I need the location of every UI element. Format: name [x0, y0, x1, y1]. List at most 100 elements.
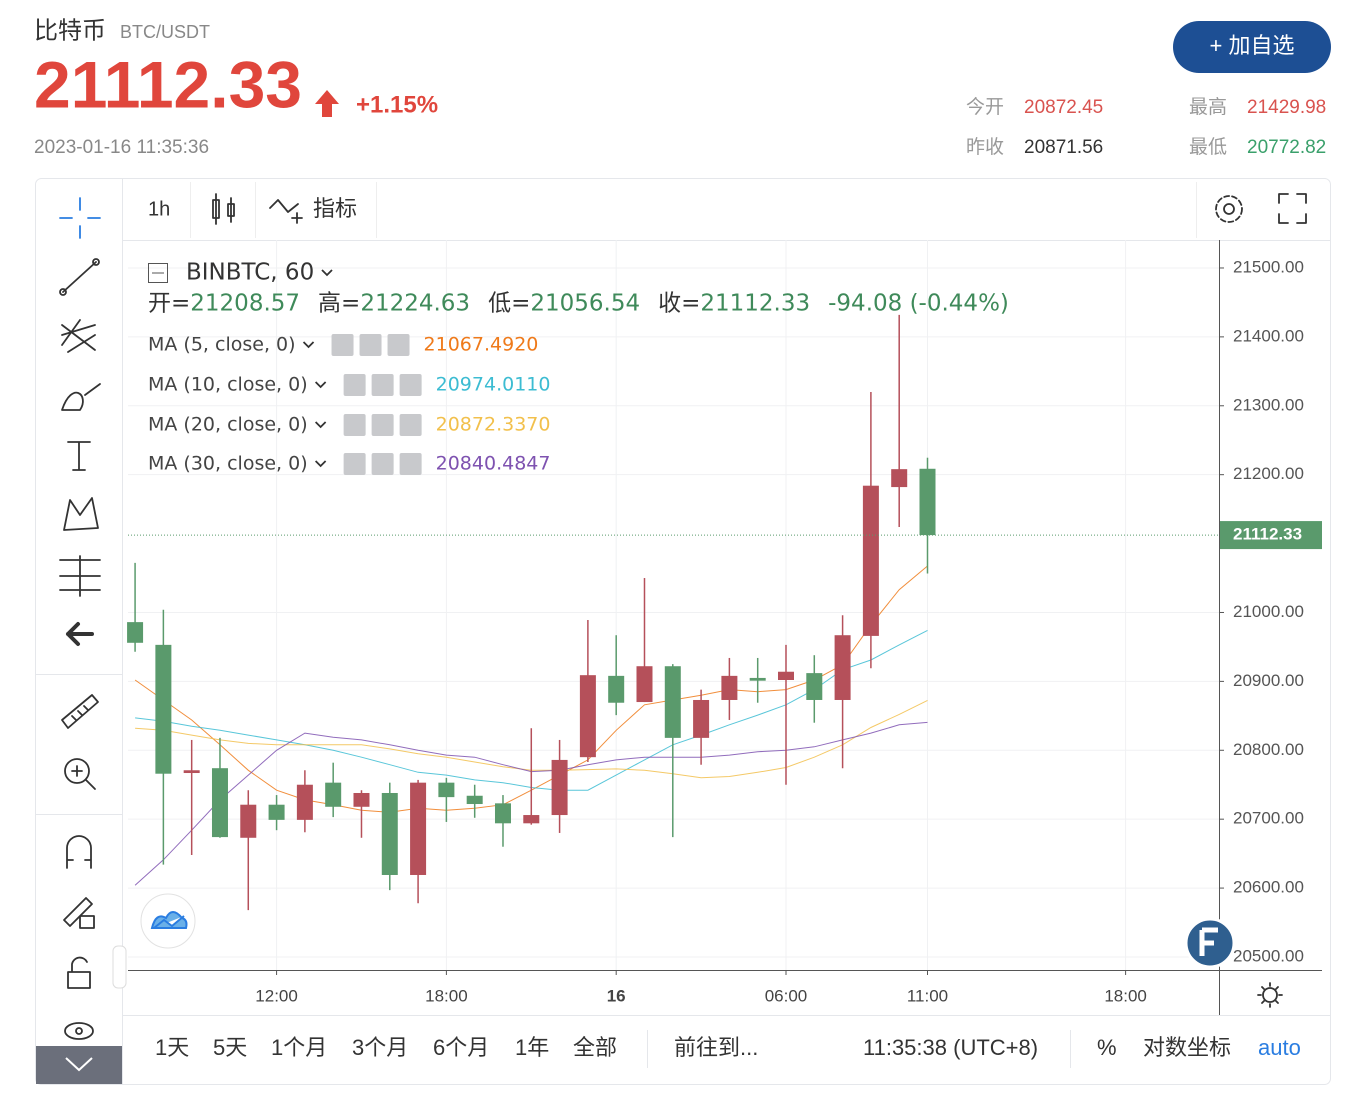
ma-name: MA (20, close, 0)	[148, 414, 308, 436]
ma-action-button[interactable]	[359, 334, 382, 356]
last-price-tag	[1220, 521, 1322, 550]
ma-action-button[interactable]	[343, 453, 366, 475]
stat-label: 昨收	[966, 136, 1004, 158]
auto-toggle[interactable]: auto	[1258, 1035, 1301, 1060]
stat-value: 20872.45	[1024, 97, 1103, 118]
candle-body	[466, 795, 483, 805]
stat-value: 20871.56	[1024, 137, 1103, 158]
ma-action-button[interactable]	[371, 414, 394, 436]
x-tick-label: 18:00	[425, 986, 468, 1005]
log-toggle[interactable]: 对数坐标	[1143, 1035, 1231, 1060]
symbol-label: BINBTC, 60	[186, 260, 314, 286]
up-arrow	[315, 90, 339, 117]
y-tick-label: 21000.00	[1233, 602, 1304, 621]
stat-value: 21429.98	[1247, 97, 1326, 118]
drawing-tools[interactable]	[59, 197, 101, 1040]
candle-body	[410, 782, 427, 875]
logo-icon[interactable]	[150, 911, 188, 929]
ma-value: 20974.0110	[436, 374, 551, 396]
ma-action-button[interactable]	[399, 414, 422, 436]
ohlc-value: 21224.63	[360, 291, 470, 317]
candle-body	[721, 675, 738, 700]
candle-body	[693, 699, 710, 738]
range-button[interactable]: 全部	[573, 1035, 617, 1060]
dropdown-icon[interactable]	[314, 421, 327, 429]
x-tick-label: 16	[607, 986, 626, 1005]
settings-icon[interactable]	[1215, 195, 1243, 223]
candle-body	[749, 677, 766, 681]
plot-area: 21500.00 21400.00 21300.00 21200.00 21000.00…	[127, 240, 1322, 1005]
y-tick-label: 21300.00	[1233, 395, 1304, 414]
fullscreen-icon[interactable]	[1278, 193, 1307, 224]
ma-action-button[interactable]	[387, 334, 410, 356]
candle-body	[834, 635, 851, 700]
candle-type-icon[interactable]	[212, 193, 235, 225]
ohlc-value: 21112.33	[700, 291, 810, 317]
stat-value: 20772.82	[1247, 137, 1326, 158]
ma-action-button[interactable]	[399, 453, 422, 475]
legend: 开= 21208.57 高= 21224.63 低= 21056.54 收= 21112.33…	[148, 291, 1009, 475]
goto-button[interactable]: 前往到...	[674, 1035, 758, 1060]
candle-body	[862, 485, 879, 636]
dropdown-icon[interactable]	[321, 269, 333, 277]
candle-body	[183, 770, 200, 774]
ma-action-button[interactable]	[343, 374, 366, 396]
y-tick-label: 20500.00	[1233, 946, 1304, 965]
dropdown-icon[interactable]	[302, 341, 315, 349]
y-tick-label: 21500.00	[1233, 257, 1304, 276]
ma-action-button[interactable]	[331, 334, 354, 356]
dropdown-icon[interactable]	[314, 381, 327, 389]
range-button[interactable]: 3个月	[352, 1035, 408, 1060]
range-button[interactable]: 1个月	[271, 1035, 327, 1060]
y-tick-label: 20800.00	[1233, 740, 1304, 759]
candle-body	[551, 759, 568, 816]
ohlc-label: 开=	[148, 291, 190, 317]
stat-label: 最低	[1189, 136, 1227, 158]
candle-body	[523, 815, 540, 824]
range-button[interactable]: 5天	[213, 1035, 247, 1060]
range-button[interactable]: 6个月	[433, 1035, 489, 1060]
interval-button[interactable]: 1h	[148, 198, 170, 220]
ma-action-button[interactable]	[371, 453, 394, 475]
timestamp: 2023-01-16 11:35:36	[34, 137, 209, 158]
y-tick-label: 21400.00	[1233, 326, 1304, 345]
ma-value: 20840.4847	[436, 453, 551, 475]
f-badge-letter[interactable]	[1199, 927, 1218, 956]
chevron-icon[interactable]	[65, 1057, 93, 1072]
coin-symbol: BTC/USDT	[120, 22, 210, 42]
ma-action-button[interactable]	[399, 374, 422, 396]
y-tick-label: 20600.00	[1233, 878, 1304, 897]
collapse-toolbar-button[interactable]	[36, 1046, 122, 1084]
ohlc-label: 低=	[488, 291, 530, 317]
x-tick-label: 18:00	[1104, 986, 1147, 1005]
y-tick-label: 20700.00	[1233, 809, 1304, 828]
dropdown-icon[interactable]	[314, 460, 327, 468]
price: 21112.33	[34, 47, 302, 121]
indicator-button[interactable]: 指标	[313, 196, 357, 221]
ohlc-value: 21208.57	[190, 291, 300, 317]
candle-body	[579, 675, 596, 758]
percent-toggle[interactable]: %	[1097, 1035, 1117, 1060]
add-watchlist-button[interactable]	[1173, 21, 1331, 73]
add-watchlist-label[interactable]: + 加自选	[1210, 33, 1295, 58]
ma-name: MA (5, close, 0)	[148, 334, 296, 356]
toolbar-handle[interactable]	[112, 945, 127, 989]
candle-body	[664, 666, 681, 738]
axis-settings-icon[interactable]	[1257, 982, 1283, 1008]
indicator-icon[interactable]	[269, 199, 303, 224]
ohlc-label: 高=	[318, 291, 360, 317]
y-tick-label: 20900.00	[1233, 671, 1304, 690]
ohlc-value: 21056.54	[530, 291, 640, 317]
ma-action-button[interactable]	[371, 374, 394, 396]
range-button[interactable]: 1天	[155, 1035, 189, 1060]
candle-body	[438, 782, 455, 798]
range-button[interactable]: 1年	[515, 1035, 549, 1060]
candle-body	[240, 804, 257, 838]
collapse-legend-icon[interactable]	[148, 263, 168, 283]
candle-body	[891, 469, 908, 488]
bottom-bar: 1天 5天 1个月 3个月 6个月 1年 全部 前往到... 11:35:38 (UTC+8)%…	[155, 1030, 1301, 1068]
ma-action-button[interactable]	[343, 414, 366, 436]
price-change: +1.15%	[356, 91, 438, 118]
last-price-label: 21112.33	[1233, 525, 1302, 544]
